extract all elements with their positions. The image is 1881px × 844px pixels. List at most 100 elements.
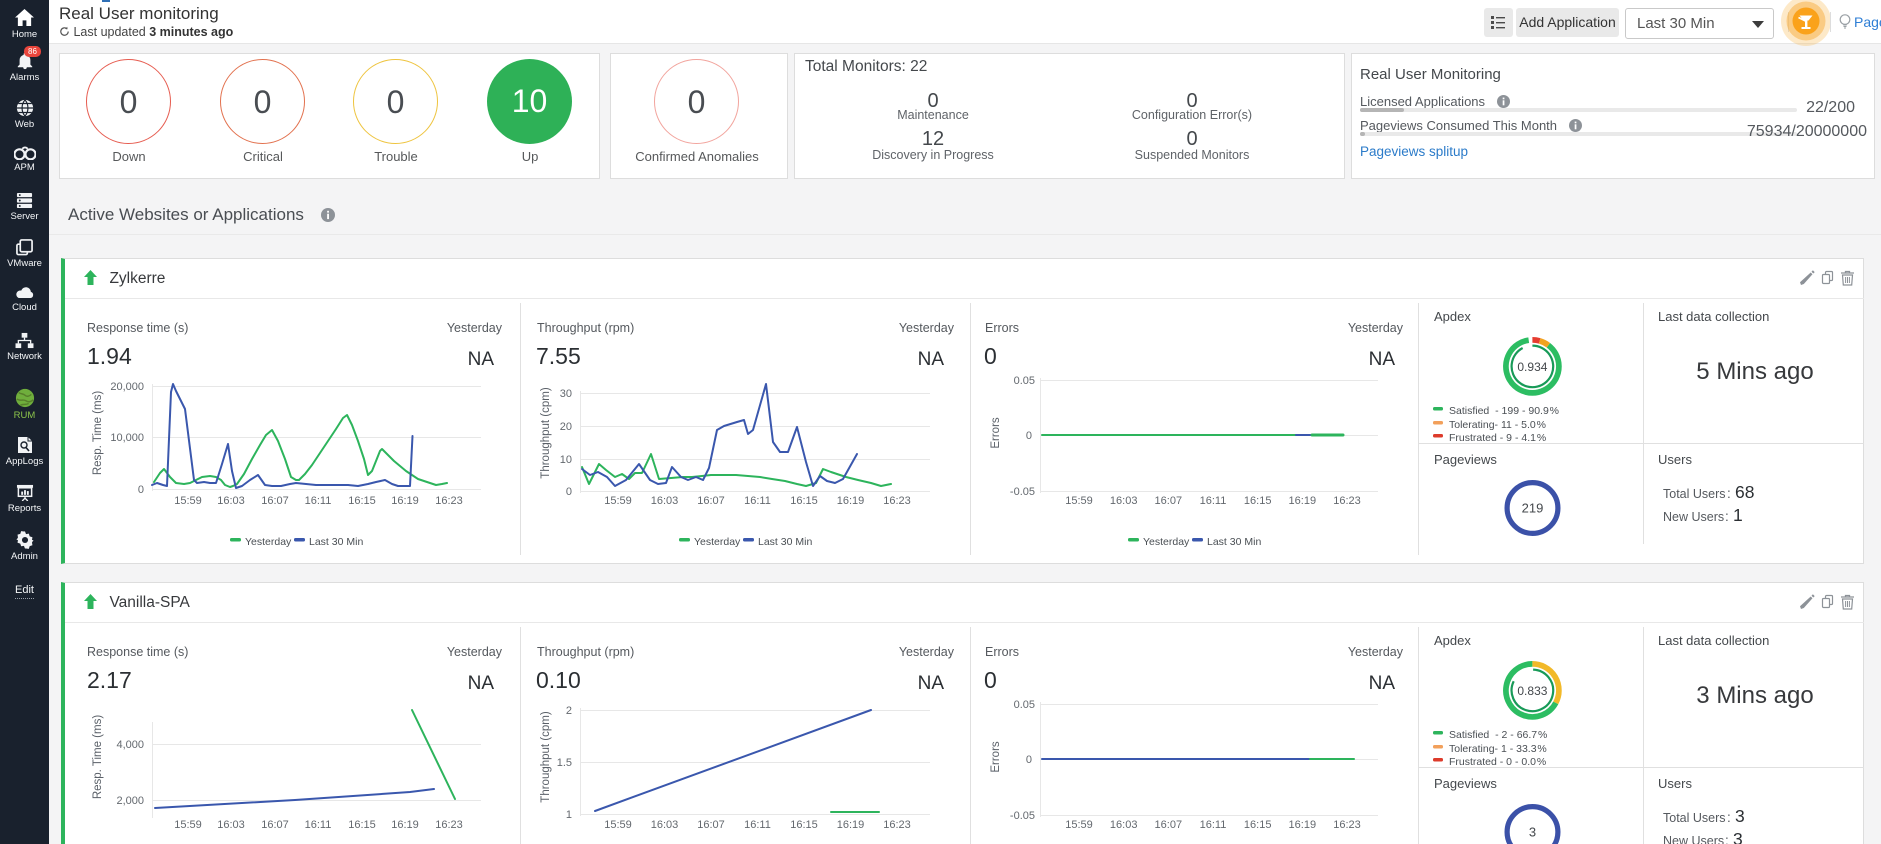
svg-text:Resp. Time (ms): Resp. Time (ms): [92, 715, 104, 800]
svg-text:20,000: 20,000: [110, 381, 144, 393]
svg-text:Users: Users: [1658, 452, 1692, 467]
svg-text:3 Mins ago: 3 Mins ago: [1696, 682, 1813, 709]
svg-text:16:19: 16:19: [837, 495, 865, 507]
svg-text:Errors: Errors: [985, 645, 1019, 659]
svg-text:Last 30 Min: Last 30 Min: [309, 536, 363, 548]
svg-text:NA: NA: [1369, 673, 1396, 694]
svg-text:15:59: 15:59: [604, 819, 632, 831]
svg-text:Response time (s): Response time (s): [87, 321, 188, 335]
svg-text:Total Users: Total Users: [1663, 811, 1726, 825]
svg-text:16:11: 16:11: [1200, 495, 1227, 507]
svg-text:16:03: 16:03: [217, 495, 245, 507]
svg-text:16:23: 16:23: [883, 495, 911, 507]
svg-text:16:15: 16:15: [348, 819, 376, 831]
svg-text:Errors: Errors: [990, 741, 1002, 773]
svg-text:Errors: Errors: [985, 321, 1019, 335]
svg-text:0: 0: [1026, 754, 1032, 766]
svg-text:16:11: 16:11: [305, 819, 332, 831]
svg-text:Resp. Time (ms): Resp. Time (ms): [92, 391, 104, 476]
svg-text:Yesterday: Yesterday: [245, 536, 292, 548]
svg-text:16:07: 16:07: [697, 819, 725, 831]
svg-text:Throughput (rpm): Throughput (rpm): [537, 321, 634, 335]
svg-text:Satisfied - 199 - 90.9 %: Satisfied - 199 - 90.9 %: [1449, 405, 1559, 417]
svg-text:16:19: 16:19: [837, 819, 865, 831]
svg-text::: :: [1725, 833, 1729, 844]
svg-text:NA: NA: [468, 349, 495, 370]
svg-text:16:19: 16:19: [391, 819, 419, 831]
svg-text:Pageviews: Pageviews: [1434, 776, 1497, 791]
svg-text:Last data collection: Last data collection: [1658, 633, 1769, 648]
svg-text:1.5: 1.5: [557, 757, 572, 769]
svg-text:20: 20: [560, 421, 572, 433]
svg-text:3: 3: [1735, 806, 1745, 826]
svg-text:Throughput (cpm): Throughput (cpm): [540, 387, 552, 479]
svg-text:Pageviews: Pageviews: [1434, 452, 1497, 467]
svg-text:5 Mins ago: 5 Mins ago: [1696, 358, 1813, 385]
svg-text:Satisfied - 2 - 66.7 %: Satisfied - 2 - 66.7 %: [1449, 729, 1547, 741]
svg-text:10: 10: [560, 454, 572, 466]
svg-text:Frustrated - 9 - 4.1 %: Frustrated - 9 - 4.1 %: [1449, 432, 1546, 444]
svg-text:Yesterday: Yesterday: [899, 321, 955, 335]
svg-text:10,000: 10,000: [110, 432, 144, 444]
svg-text:NA: NA: [918, 349, 945, 370]
svg-text:0.10: 0.10: [536, 667, 581, 693]
svg-text:16:11: 16:11: [744, 819, 771, 831]
svg-text:16:07: 16:07: [1155, 495, 1183, 507]
svg-text:0: 0: [984, 667, 997, 693]
svg-text:16:23: 16:23: [1333, 495, 1361, 507]
svg-text:0: 0: [984, 343, 997, 369]
svg-text:0: 0: [566, 486, 572, 498]
svg-text:2.17: 2.17: [87, 667, 132, 693]
svg-text:2,000: 2,000: [116, 795, 144, 807]
svg-text:-0.05: -0.05: [1010, 810, 1035, 822]
svg-text:Yesterday: Yesterday: [899, 645, 955, 659]
svg-text:1: 1: [566, 809, 572, 821]
svg-text:NA: NA: [918, 673, 945, 694]
svg-text:16:03: 16:03: [1110, 819, 1138, 831]
svg-text:30: 30: [560, 388, 572, 400]
svg-text:New Users: New Users: [1663, 510, 1724, 524]
svg-text:16:03: 16:03: [1110, 495, 1138, 507]
svg-text:15:59: 15:59: [1065, 819, 1093, 831]
svg-text:Yesterday: Yesterday: [447, 321, 503, 335]
svg-text:NA: NA: [468, 673, 495, 694]
svg-text:68: 68: [1735, 482, 1754, 502]
svg-text:0.833: 0.833: [1517, 684, 1547, 698]
svg-text:16:11: 16:11: [305, 495, 332, 507]
svg-text:Frustrated - 0 - 0.0 %: Frustrated - 0 - 0.0 %: [1449, 756, 1546, 768]
svg-text::: :: [1725, 509, 1729, 524]
svg-text:Apdex: Apdex: [1434, 309, 1471, 324]
svg-text:0.05: 0.05: [1014, 375, 1035, 387]
svg-text:Response time (s): Response time (s): [87, 645, 188, 659]
svg-text:15:59: 15:59: [174, 495, 202, 507]
svg-text:16:15: 16:15: [790, 495, 818, 507]
svg-text:16:19: 16:19: [1289, 819, 1317, 831]
svg-text:16:07: 16:07: [1155, 819, 1183, 831]
svg-text:16:15: 16:15: [348, 495, 376, 507]
svg-text:Tolerating- 1 - 33.3 %: Tolerating- 1 - 33.3 %: [1449, 743, 1547, 755]
svg-text:15:59: 15:59: [174, 819, 202, 831]
svg-text:Apdex: Apdex: [1434, 633, 1471, 648]
svg-text:New Users: New Users: [1663, 834, 1724, 844]
svg-text:16:11: 16:11: [744, 495, 771, 507]
svg-text:0: 0: [1026, 430, 1032, 442]
svg-text:16:15: 16:15: [1244, 495, 1272, 507]
svg-text::: :: [1727, 486, 1731, 501]
svg-text:16:23: 16:23: [1333, 819, 1361, 831]
svg-text:16:07: 16:07: [261, 495, 289, 507]
svg-text:16:07: 16:07: [697, 495, 725, 507]
svg-text:0: 0: [138, 484, 144, 496]
svg-text:1.94: 1.94: [87, 343, 132, 369]
svg-text:16:07: 16:07: [261, 819, 289, 831]
svg-text:Yesterday: Yesterday: [1143, 536, 1190, 548]
svg-text:16:19: 16:19: [1289, 495, 1317, 507]
svg-text:16:03: 16:03: [651, 495, 679, 507]
svg-text::: :: [1727, 810, 1731, 825]
svg-text:Tolerating- 11 - 5.0 %: Tolerating- 11 - 5.0 %: [1449, 419, 1546, 431]
svg-text:Last 30 Min: Last 30 Min: [758, 536, 812, 548]
svg-text:16:23: 16:23: [435, 495, 463, 507]
svg-text:Last data collection: Last data collection: [1658, 309, 1769, 324]
svg-text:Throughput (cpm): Throughput (cpm): [540, 711, 552, 803]
svg-text:0.934: 0.934: [1517, 360, 1547, 374]
svg-text:1: 1: [1733, 505, 1743, 525]
